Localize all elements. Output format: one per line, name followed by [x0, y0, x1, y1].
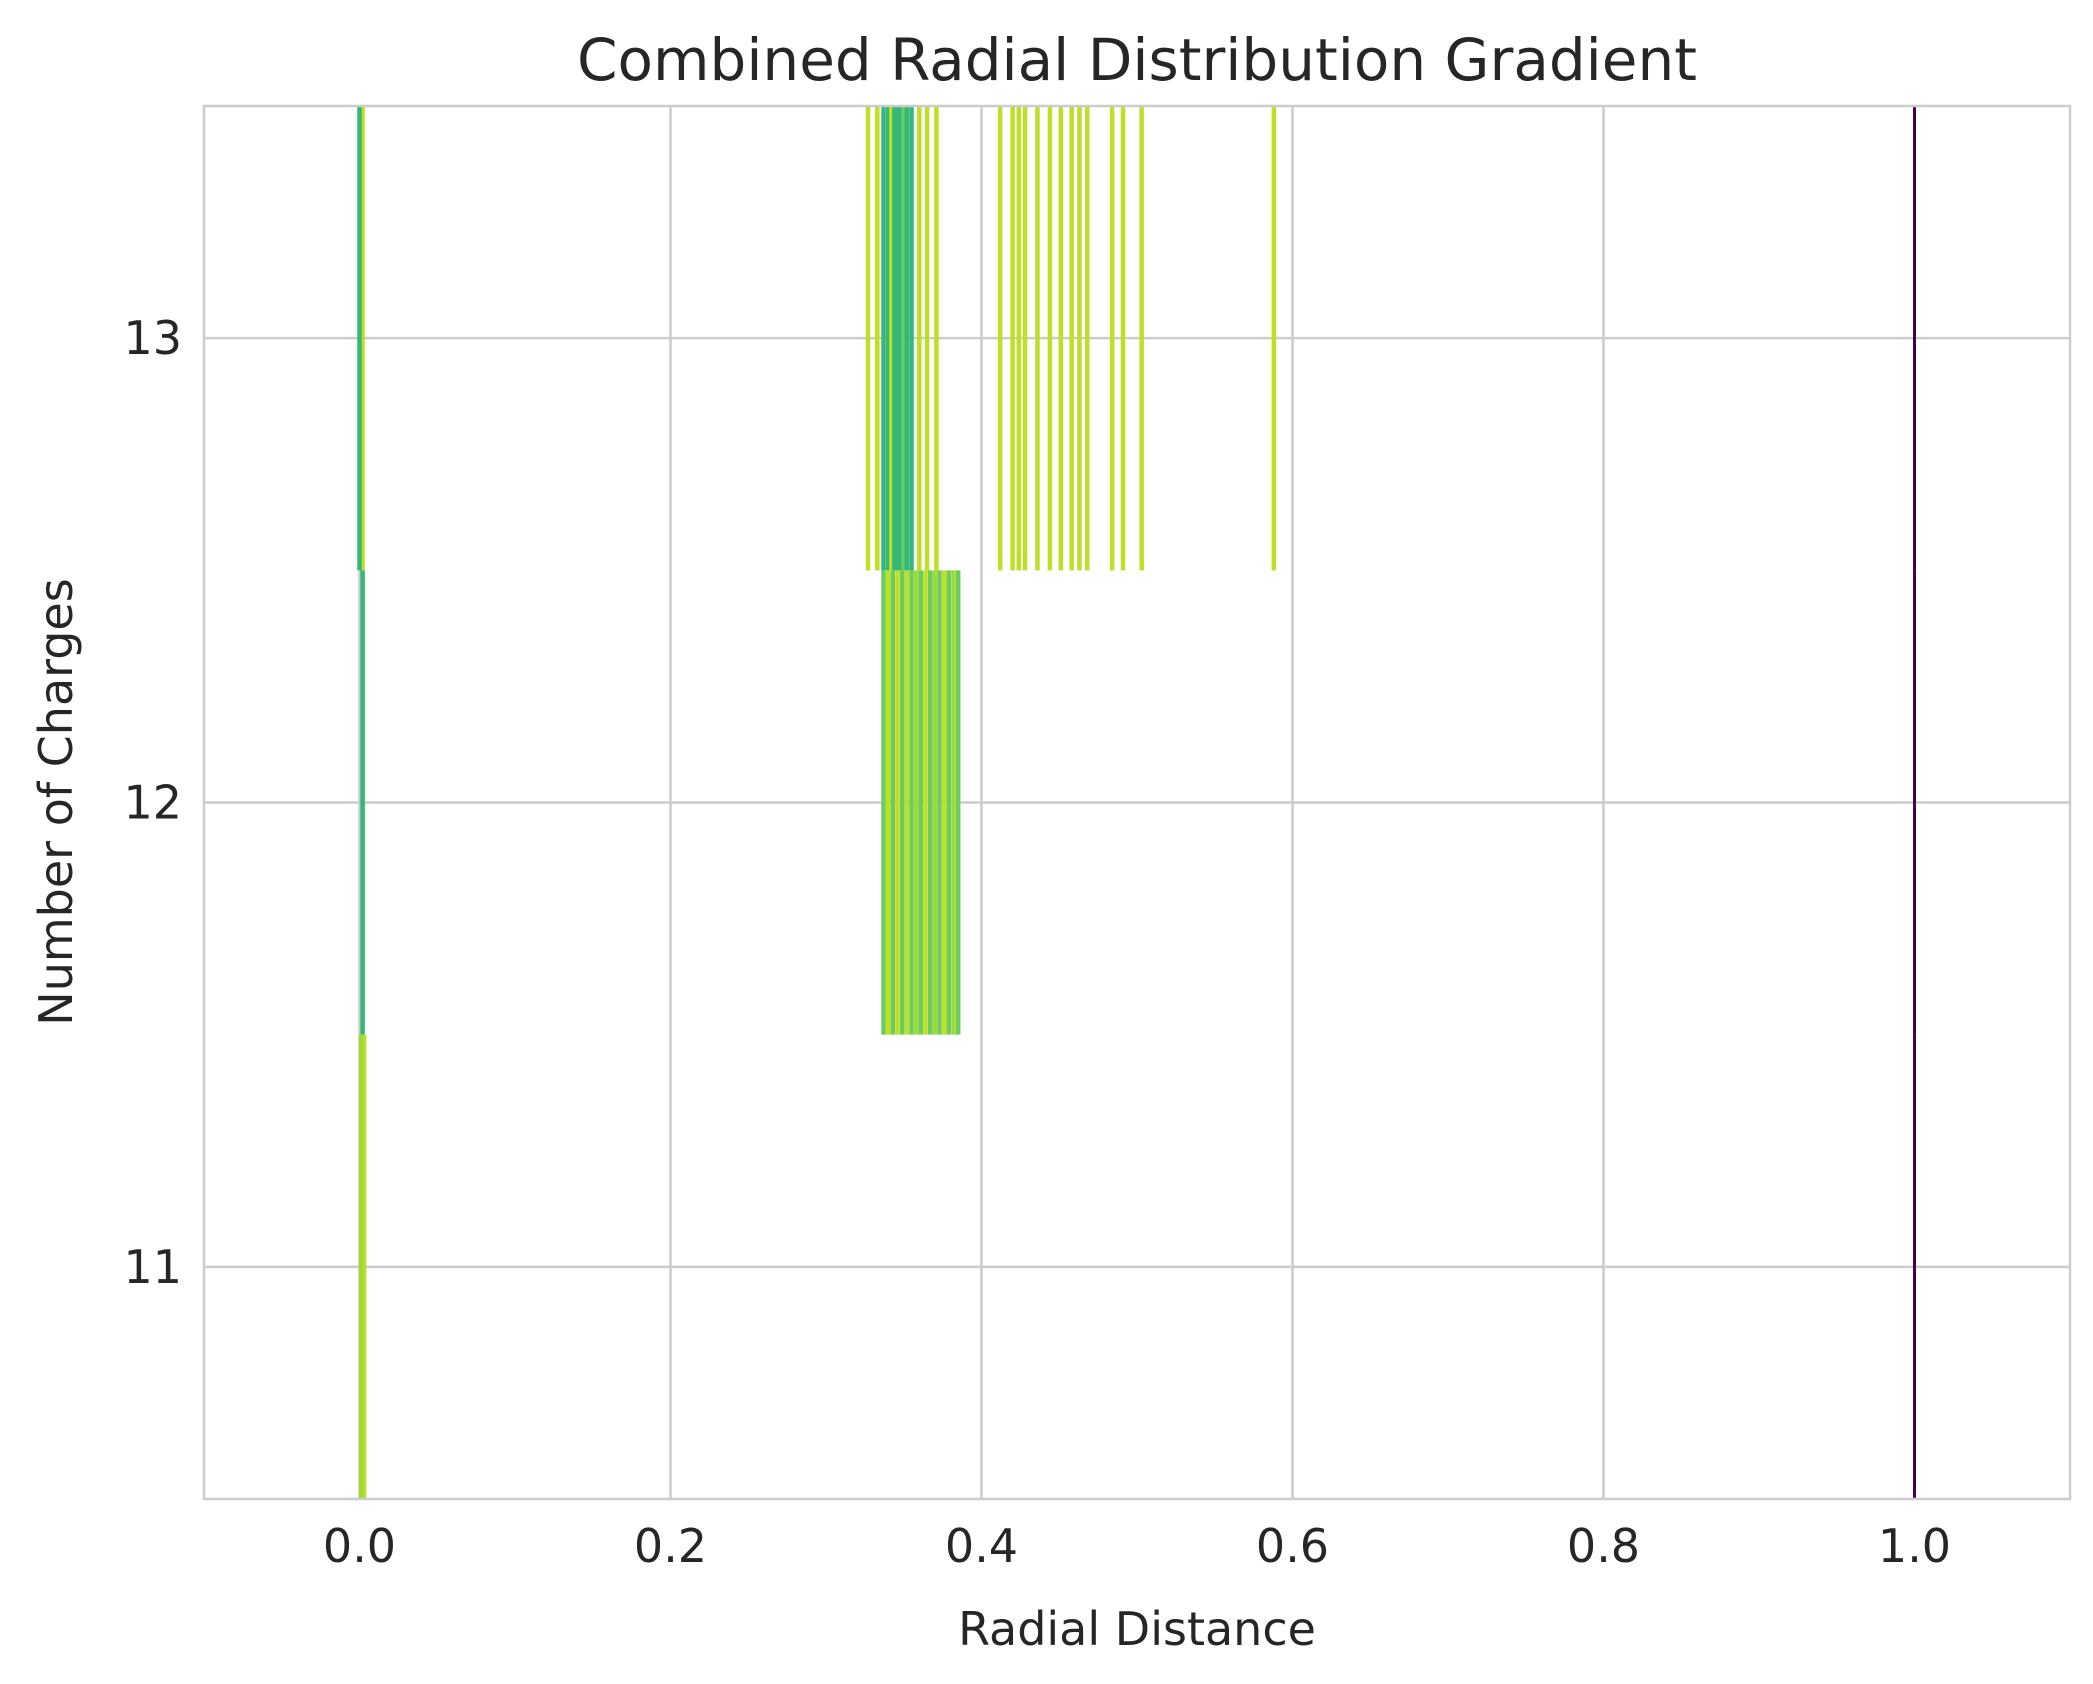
x-tick-label: 0.4 [945, 1519, 1018, 1573]
x-tick-label: 1.0 [1878, 1519, 1951, 1573]
x-tick-label: 0.2 [634, 1519, 707, 1573]
tick-labels: 0.0 0.2 0.4 0.6 0.8 1.0 11 12 13 [123, 311, 1951, 1573]
y-tick-label: 11 [123, 1240, 182, 1294]
x-axis-label: Radial Distance [958, 1602, 1316, 1656]
data-lines [357, 106, 1916, 1499]
plot-frame [202, 104, 2072, 1501]
x-tick-label: 0.8 [1567, 1519, 1640, 1573]
y-tick-label: 12 [123, 776, 182, 830]
x-tick-label: 0.6 [1256, 1519, 1329, 1573]
y-axis-label: Number of Charges [29, 578, 83, 1025]
chart-title: Combined Radial Distribution Gradient [577, 26, 1697, 94]
y-tick-label: 13 [123, 311, 182, 365]
x-tick-label: 0.0 [323, 1519, 396, 1573]
